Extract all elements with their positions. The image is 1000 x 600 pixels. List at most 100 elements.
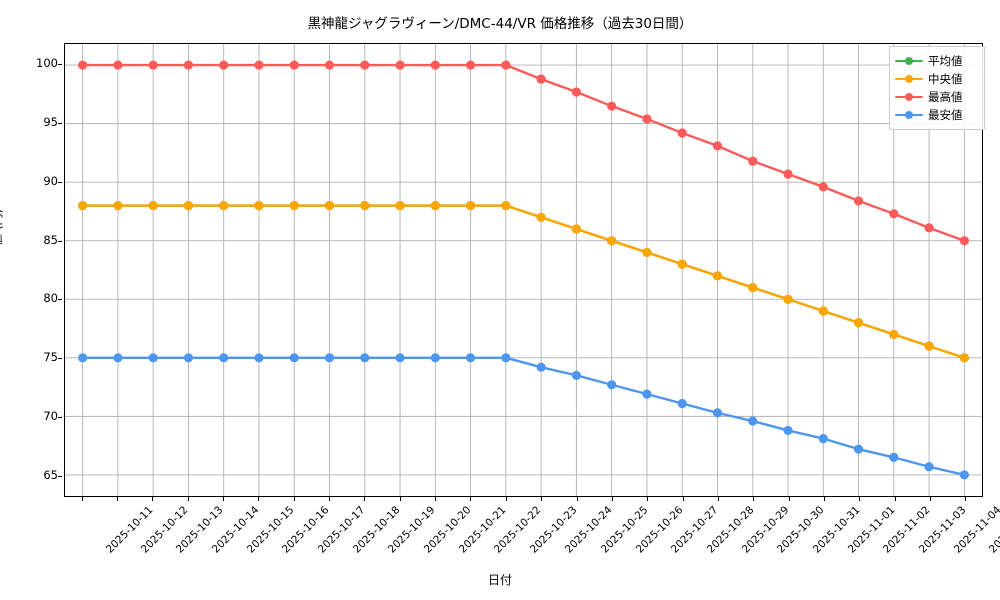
y-tick-mark bbox=[58, 122, 62, 124]
x-tick-mark bbox=[541, 497, 543, 501]
legend-item-0[interactable]: 平均値 bbox=[895, 52, 978, 70]
data-point bbox=[677, 259, 687, 269]
legend-label: 平均値 bbox=[928, 54, 963, 68]
data-point bbox=[536, 362, 546, 372]
y-tick-mark bbox=[58, 417, 62, 419]
y-tick-mark bbox=[58, 181, 62, 183]
x-tick-mark bbox=[717, 497, 719, 501]
data-point bbox=[113, 353, 123, 363]
legend-item-2[interactable]: 最高値 bbox=[895, 88, 978, 106]
x-tick-mark bbox=[152, 497, 154, 501]
series-line-1 bbox=[81, 204, 966, 360]
data-point bbox=[254, 201, 264, 211]
data-point bbox=[113, 60, 123, 70]
x-tick-mark bbox=[682, 497, 684, 501]
data-point bbox=[395, 353, 405, 363]
x-tick-mark bbox=[117, 497, 119, 501]
data-point bbox=[959, 353, 969, 363]
data-point bbox=[148, 60, 158, 70]
data-point bbox=[289, 353, 299, 363]
data-point bbox=[395, 60, 405, 70]
x-tick-mark bbox=[894, 497, 896, 501]
x-tick-mark bbox=[859, 497, 861, 501]
data-point bbox=[642, 114, 652, 124]
x-tick-mark bbox=[753, 497, 755, 501]
data-point bbox=[959, 236, 969, 246]
data-point bbox=[78, 201, 88, 211]
y-tick-label: 70 bbox=[43, 409, 58, 424]
legend-swatch-icon bbox=[895, 54, 923, 68]
data-point bbox=[571, 370, 581, 380]
y-tick-label: 80 bbox=[43, 291, 58, 306]
data-point bbox=[748, 282, 758, 293]
plot-area bbox=[64, 43, 983, 497]
data-point bbox=[571, 224, 581, 234]
data-point bbox=[113, 201, 123, 211]
x-tick-mark bbox=[505, 497, 507, 501]
data-point bbox=[360, 201, 370, 211]
data-point bbox=[607, 101, 617, 111]
data-point bbox=[818, 306, 828, 316]
y-tick-mark bbox=[58, 299, 62, 301]
data-point bbox=[853, 444, 864, 454]
y-tick-label: 85 bbox=[43, 232, 58, 247]
data-point bbox=[78, 60, 88, 70]
data-point bbox=[466, 201, 476, 211]
y-tick-label: 90 bbox=[43, 173, 58, 188]
data-point bbox=[853, 318, 864, 328]
data-point bbox=[466, 353, 476, 363]
y-tick-mark bbox=[58, 475, 62, 477]
data-point bbox=[183, 353, 194, 363]
y-tick-mark bbox=[58, 358, 62, 360]
x-tick-mark bbox=[329, 497, 331, 501]
x-tick-mark bbox=[187, 497, 189, 501]
data-point bbox=[607, 380, 617, 390]
data-point bbox=[783, 169, 793, 179]
x-axis-label: 日付 bbox=[487, 573, 512, 587]
x-tick-mark bbox=[576, 497, 578, 501]
chart-legend: 平均値中央値最高値最安値 bbox=[889, 46, 985, 130]
x-tick-mark bbox=[81, 497, 83, 501]
data-point bbox=[430, 353, 440, 363]
y-tick-label: 100 bbox=[36, 56, 58, 71]
data-point bbox=[466, 60, 476, 70]
x-tick-mark bbox=[470, 497, 472, 501]
grid-lines bbox=[65, 44, 982, 496]
data-point bbox=[642, 247, 652, 258]
data-point bbox=[183, 201, 194, 211]
x-tick-mark bbox=[647, 497, 649, 501]
series-line-3 bbox=[81, 356, 966, 477]
data-point bbox=[324, 201, 335, 211]
data-point bbox=[712, 408, 723, 418]
y-tick-mark bbox=[58, 64, 62, 66]
data-point bbox=[501, 60, 511, 70]
data-point bbox=[501, 201, 511, 211]
x-tick-mark bbox=[399, 497, 401, 501]
y-tick-mark bbox=[58, 240, 62, 242]
data-point bbox=[712, 141, 723, 151]
legend-label: 最安値 bbox=[928, 108, 963, 122]
data-point bbox=[571, 87, 581, 97]
data-point bbox=[853, 196, 864, 206]
x-tick-mark bbox=[965, 497, 967, 501]
legend-item-3[interactable]: 最安値 bbox=[895, 106, 978, 124]
series-line-0 bbox=[81, 204, 966, 360]
data-point bbox=[818, 434, 828, 444]
legend-label: 中央値 bbox=[928, 72, 963, 86]
data-point bbox=[712, 271, 723, 281]
x-tick-mark bbox=[929, 497, 931, 501]
data-point bbox=[360, 60, 370, 70]
data-point bbox=[219, 201, 229, 211]
x-tick-mark bbox=[788, 497, 790, 501]
legend-swatch-icon bbox=[895, 108, 923, 122]
legend-item-1[interactable]: 中央値 bbox=[895, 70, 978, 88]
data-point bbox=[324, 353, 335, 363]
y-axis-tick-labels: 65 70 75 80 85 90 95 100 bbox=[0, 43, 62, 497]
data-point bbox=[607, 236, 617, 246]
data-point bbox=[289, 60, 299, 70]
y-tick-label: 75 bbox=[43, 350, 58, 365]
data-point bbox=[148, 353, 158, 363]
data-point bbox=[889, 329, 899, 339]
data-point bbox=[889, 452, 899, 462]
